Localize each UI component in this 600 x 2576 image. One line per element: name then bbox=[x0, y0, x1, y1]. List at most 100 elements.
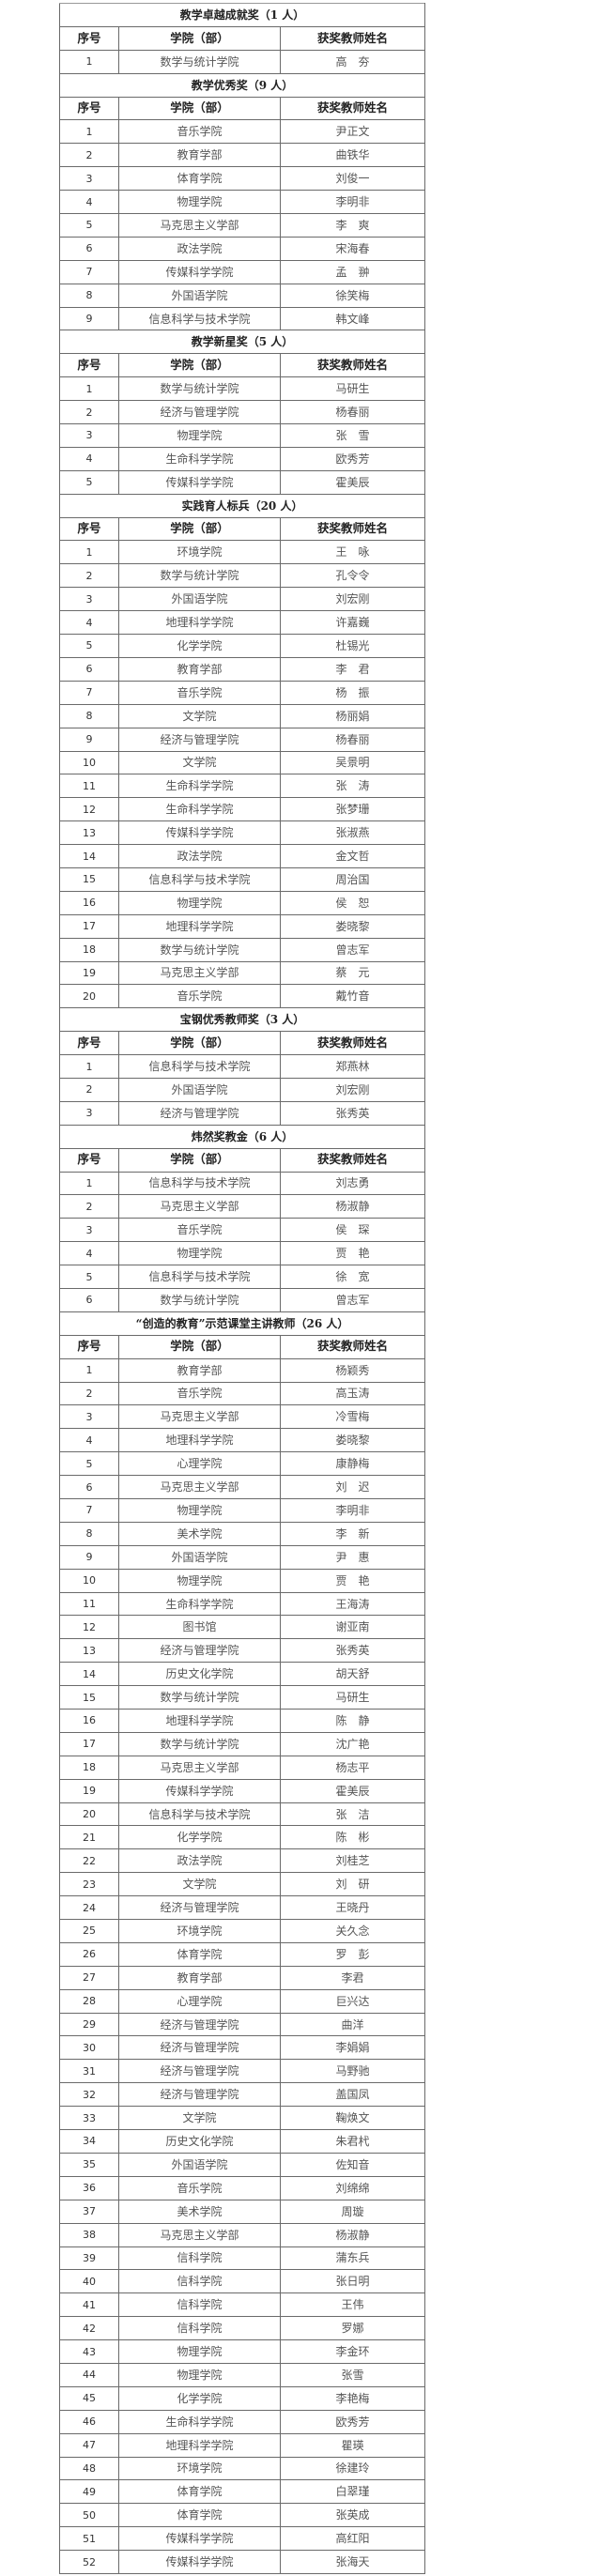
row-college: 外国语学院 bbox=[118, 283, 281, 308]
row-index: 4 bbox=[59, 446, 119, 471]
row-teacher-name: 韩文峰 bbox=[279, 306, 426, 331]
row-teacher-name: 徐笑梅 bbox=[279, 283, 426, 308]
column-header-row: 序号 学院（部） 获奖教师姓名 bbox=[59, 1334, 426, 1359]
table-row: 33 文学院 鞠焕文 bbox=[59, 2106, 426, 2131]
row-teacher-name: 贾 艳 bbox=[279, 1241, 426, 1266]
header-name: 获奖教师姓名 bbox=[279, 96, 426, 121]
header-college: 学院（部） bbox=[118, 1334, 281, 1359]
table-row: 1 信息科学与技术学院 郑燕林 bbox=[59, 1054, 426, 1079]
section-title: 教学新星奖（5 人） bbox=[58, 330, 426, 355]
row-teacher-name: 李明非 bbox=[279, 1498, 426, 1523]
table-row: 49 体育学院 白翠瑾 bbox=[59, 2479, 426, 2505]
row-teacher-name: 王海涛 bbox=[279, 1591, 426, 1617]
row-teacher-name: 陈 彬 bbox=[279, 1825, 426, 1850]
row-teacher-name: 张淑燕 bbox=[279, 820, 426, 846]
row-college: 外国语学院 bbox=[118, 1544, 281, 1570]
row-college: 环境学院 bbox=[118, 2456, 281, 2481]
row-college: 传媒科学学院 bbox=[118, 2526, 281, 2552]
section-title: 教学卓越成就奖（1 人） bbox=[58, 3, 426, 27]
table-row: 4 地理科学学院 娄晓黎 bbox=[59, 1428, 426, 1453]
row-college: 历史文化学院 bbox=[118, 1662, 281, 1687]
row-teacher-name: 杨 振 bbox=[279, 680, 426, 705]
row-index: 2 bbox=[59, 1194, 119, 1219]
row-college: 信息科学与技术学院 bbox=[118, 866, 281, 892]
row-college: 生命科学学院 bbox=[118, 774, 281, 799]
row-teacher-name: 马野驰 bbox=[279, 2059, 426, 2084]
row-college: 美术学院 bbox=[118, 2199, 281, 2224]
row-index: 8 bbox=[59, 1521, 119, 1546]
row-teacher-name: 孔令令 bbox=[279, 563, 426, 589]
column-header-row: 序号 学院（部） 获奖教师姓名 bbox=[59, 516, 426, 542]
row-college: 教育学部 bbox=[118, 1357, 281, 1383]
row-college: 外国语学院 bbox=[118, 1077, 281, 1102]
row-index: 9 bbox=[59, 727, 119, 752]
table-row: 12 图书馆 谢亚南 bbox=[59, 1615, 426, 1640]
row-college: 地理科学学院 bbox=[118, 913, 281, 939]
table-row: 2 经济与管理学院 杨春丽 bbox=[59, 400, 426, 425]
table-row: 10 文学院 吴景明 bbox=[59, 750, 426, 775]
table-row: 9 外国语学院尹 惠 bbox=[59, 1544, 426, 1570]
row-index: 1 bbox=[59, 49, 119, 74]
row-college: 数学与统计学院 bbox=[118, 376, 281, 402]
section-title: 宝钢优秀教师奖（3 人） bbox=[58, 1007, 426, 1033]
header-index: 序号 bbox=[59, 353, 119, 378]
row-college: 物理学院 bbox=[118, 890, 281, 915]
row-college: 经济与管理学院 bbox=[118, 400, 281, 425]
row-index: 2 bbox=[59, 563, 119, 589]
row-teacher-name: 胡天舒 bbox=[279, 1662, 426, 1687]
table-row: 51 传媒科学学院 高红阳 bbox=[59, 2526, 426, 2552]
column-header-row: 序号 学院（部） 获奖教师姓名 bbox=[59, 1147, 426, 1173]
row-index: 21 bbox=[59, 1825, 119, 1850]
row-college: 音乐学院 bbox=[118, 1218, 281, 1243]
header-college: 学院（部） bbox=[118, 96, 281, 121]
table-row: 8 文学院 杨丽娟 bbox=[59, 703, 426, 728]
row-index: 4 bbox=[59, 190, 119, 215]
row-teacher-name: 李 爽 bbox=[279, 213, 426, 238]
table-row: 45 化学学院 李艳梅 bbox=[59, 2385, 426, 2411]
row-index: 50 bbox=[59, 2503, 119, 2528]
row-college: 教育学部 bbox=[118, 1965, 281, 1990]
table-row: 5 马克思主义学部李 爽 bbox=[59, 213, 426, 238]
row-teacher-name: 娄晓黎 bbox=[279, 913, 426, 939]
row-index: 25 bbox=[59, 1919, 119, 1943]
row-index: 19 bbox=[59, 1778, 119, 1803]
table-row: 26 体育学院罗 彭 bbox=[59, 1941, 426, 1967]
row-college: 外国语学院 bbox=[118, 2152, 281, 2177]
table-row: 24 经济与管理学院 王晓丹 bbox=[59, 1895, 426, 1921]
table-row: 7 音乐学院杨 振 bbox=[59, 680, 426, 705]
row-college: 图书馆 bbox=[118, 1615, 281, 1640]
row-teacher-name: 刘 研 bbox=[279, 1872, 426, 1897]
row-index: 3 bbox=[59, 1404, 119, 1430]
row-college: 教育学部 bbox=[118, 143, 281, 168]
header-name: 获奖教师姓名 bbox=[279, 25, 426, 51]
row-teacher-name: 冷雪梅 bbox=[279, 1404, 426, 1430]
section-title-row: 炜然奖教金（6 人） bbox=[58, 1124, 426, 1149]
row-index: 29 bbox=[59, 2012, 119, 2037]
row-index: 12 bbox=[59, 1615, 119, 1640]
row-college: 信息科学与技术学院 bbox=[118, 1265, 281, 1289]
row-index: 17 bbox=[59, 913, 119, 939]
table-row: 11 生命科学学院 王海涛 bbox=[59, 1591, 426, 1617]
row-teacher-name: 杨丽娟 bbox=[279, 703, 426, 728]
row-college: 传媒科学学院 bbox=[118, 469, 281, 495]
row-index: 14 bbox=[59, 1662, 119, 1687]
row-teacher-name: 孟 翀 bbox=[279, 259, 426, 284]
row-college: 环境学院 bbox=[118, 540, 281, 565]
row-index: 18 bbox=[59, 1755, 119, 1780]
row-teacher-name: 李金环 bbox=[279, 2339, 426, 2364]
row-teacher-name: 李明非 bbox=[279, 190, 426, 215]
table-row: 5 化学学院 杜锡光 bbox=[59, 634, 426, 658]
table-row: 4 物理学院贾 艳 bbox=[59, 1241, 426, 1266]
row-teacher-name: 侯 恕 bbox=[279, 890, 426, 915]
row-teacher-name: 金文哲 bbox=[279, 844, 426, 868]
row-college: 生命科学学院 bbox=[118, 446, 281, 471]
row-teacher-name: 沈广艳 bbox=[279, 1731, 426, 1756]
table-row: 3 物理学院张 雪 bbox=[59, 423, 426, 448]
section-title: 炜然奖教金（6 人） bbox=[58, 1124, 426, 1149]
row-teacher-name: 欧秀芳 bbox=[279, 2409, 426, 2434]
row-teacher-name: 杨春丽 bbox=[279, 400, 426, 425]
column-header-row: 序号 学院（部） 获奖教师姓名 bbox=[59, 353, 426, 378]
row-college: 信息科学与技术学院 bbox=[118, 1054, 281, 1079]
row-index: 31 bbox=[59, 2059, 119, 2084]
row-college: 文学院 bbox=[118, 2106, 281, 2131]
